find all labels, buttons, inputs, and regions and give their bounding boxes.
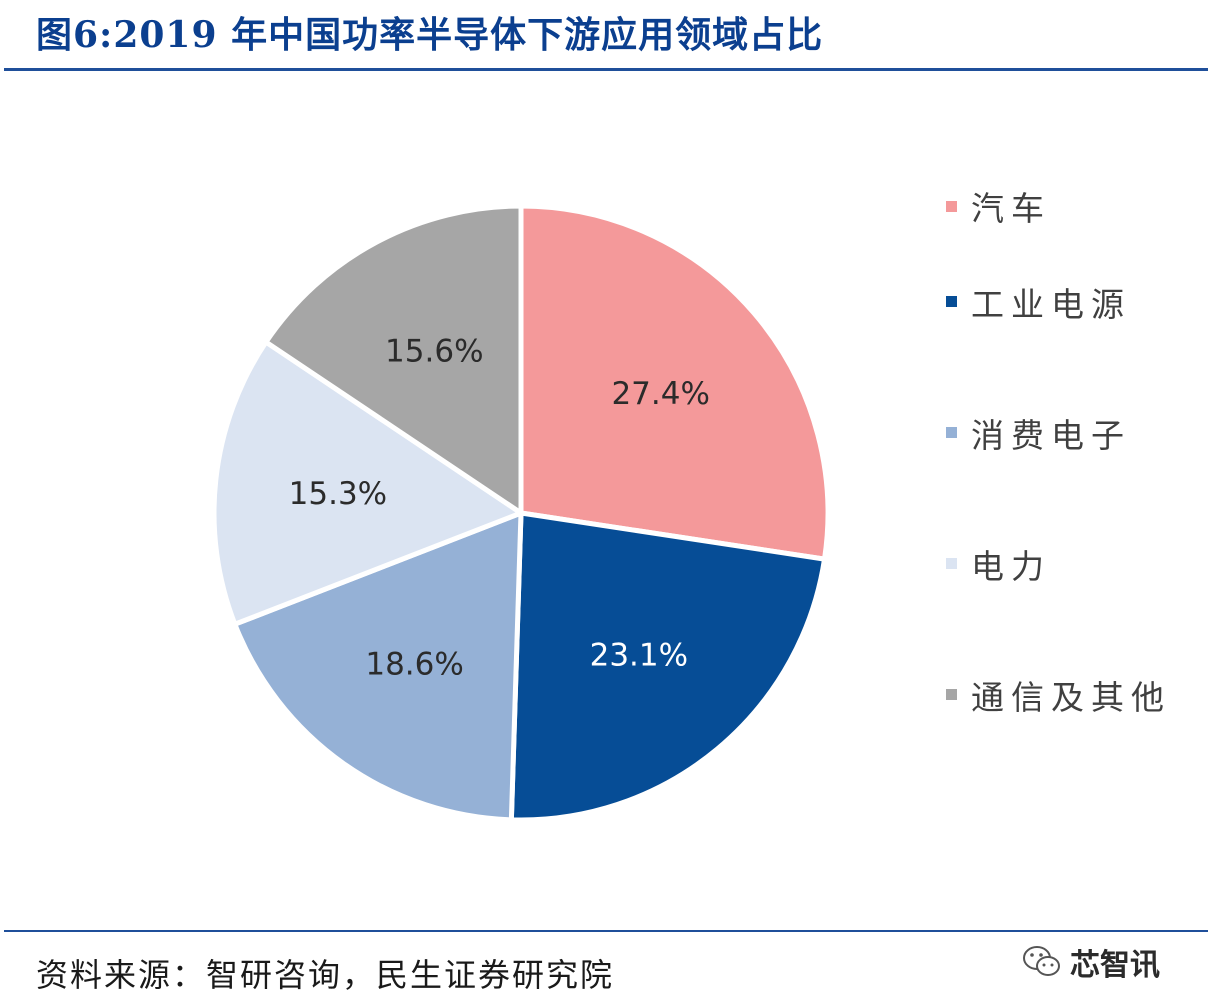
pie-slice-4 xyxy=(263,203,524,516)
legend-label-2: 消费电子 xyxy=(971,415,1131,455)
wechat-icon xyxy=(1023,946,1060,976)
watermark: 芯智讯 xyxy=(1022,940,1160,984)
legend-label-3: 电力 xyxy=(971,546,1051,586)
legend-item-0: 汽车 xyxy=(946,176,1171,236)
slice-label-4: 15.6% xyxy=(385,333,483,369)
chart-legend: 汽车工业电源消费电子电力通信及其他 xyxy=(946,176,1171,760)
legend-label-1: 工业电源 xyxy=(971,284,1131,324)
legend-item-3: 电力 xyxy=(946,498,1171,629)
watermark-text: 芯智讯 xyxy=(1070,948,1160,983)
legend-item-1: 工业电源 xyxy=(946,236,1171,367)
source-rule xyxy=(4,930,1208,932)
pie-slice-1 xyxy=(508,510,828,823)
pie-slice-0 xyxy=(518,203,831,562)
title-rule xyxy=(4,68,1208,71)
legend-swatch-3 xyxy=(946,558,957,569)
slice-label-0: 27.4% xyxy=(611,376,709,412)
legend-swatch-2 xyxy=(946,427,957,438)
pie-slice-3 xyxy=(211,339,524,627)
pie-slice-2 xyxy=(232,510,524,823)
slice-label-3: 15.3% xyxy=(289,476,387,512)
slice-label-1: 23.1% xyxy=(590,638,688,674)
slice-label-2: 18.6% xyxy=(365,646,463,682)
legend-item-4: 通信及其他 xyxy=(946,629,1171,760)
legend-swatch-0 xyxy=(946,200,957,212)
legend-label-0: 汽车 xyxy=(971,189,1051,228)
legend-item-2: 消费电子 xyxy=(946,367,1171,498)
source-note: 资料来源：智研咨询，民生证券研究院 xyxy=(36,956,615,994)
legend-swatch-4 xyxy=(946,689,957,700)
legend-swatch-1 xyxy=(946,296,957,307)
legend-label-4: 通信及其他 xyxy=(971,677,1171,717)
figure-title: 图6:2019 年中国功率半导体下游应用领域占比 xyxy=(36,14,824,56)
pie-chart: 27.4% 23.1% 18.6% 15.3% 15.6% xyxy=(211,203,831,823)
